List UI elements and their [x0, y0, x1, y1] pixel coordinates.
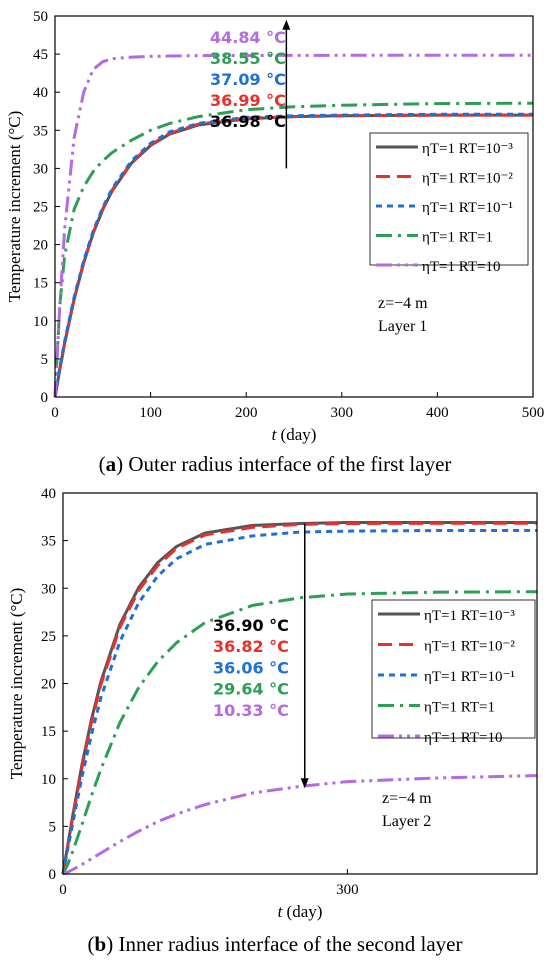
y-tick-label: 30: [33, 161, 48, 177]
legend-label-5: ηT=1 RT=10: [424, 730, 502, 746]
y-tick-label: 20: [33, 238, 48, 254]
final-value-label-4: 38.55 °C: [210, 49, 286, 68]
y-tick-label: 25: [33, 200, 48, 216]
legend-box: [371, 599, 536, 739]
y-tick-label: 30: [41, 581, 56, 597]
legend-label-3: ηT=1 RT=10⁻¹: [424, 669, 515, 685]
y-tick-label: 35: [41, 534, 56, 550]
y-axis-title: Temperature increment (°C): [5, 111, 24, 303]
y-tick-label: 15: [41, 724, 56, 740]
y-tick-label: 5: [49, 819, 57, 835]
y-tick-label: 45: [33, 47, 48, 63]
y-axis-title: Temperature increment (°C): [7, 588, 26, 780]
y-tick-label: 20: [41, 677, 56, 693]
series-line-5: [62, 774, 538, 876]
series-line-4: [53, 101, 534, 398]
legend: ηT=1 RT=10⁻³ ηT=1 RT=10⁻² ηT=1 RT=10⁻¹ ηT=1…: [369, 132, 529, 275]
final-value-label-2: 36.82 °C: [213, 637, 289, 656]
series-line-3: [61, 529, 537, 875]
y-tick-label: 10: [41, 772, 56, 788]
annotation-layer: Layer 1: [378, 318, 427, 335]
series-line-4: [61, 590, 538, 875]
x-axis-title: t (day): [278, 902, 323, 921]
y-tick-label: 0: [41, 390, 49, 406]
x-tick-label: 300: [331, 405, 354, 421]
x-tick-label: 0: [59, 882, 67, 898]
y-tick-label: 50: [33, 9, 48, 25]
final-value-label-3: 36.06 °C: [213, 658, 289, 677]
legend: ηT=1 RT=10⁻³ ηT=1 RT=10⁻² ηT=1 RT=10⁻¹ ηT=1…: [371, 599, 536, 746]
x-axis-unit: (day): [282, 902, 322, 921]
legend-label-4: ηT=1 RT=1: [424, 700, 495, 716]
x-tick-label: 500: [522, 405, 545, 421]
legend-label-2: ηT=1 RT=10⁻²: [424, 639, 515, 655]
x-tick-label: 100: [139, 405, 162, 421]
x-tick-label: 0: [51, 405, 59, 421]
final-value-label-1: 36.98 °C: [210, 112, 286, 131]
series-line-5: [53, 53, 533, 398]
y-tick-label: 25: [41, 629, 56, 645]
final-value-label-5: 44.84 °C: [210, 28, 286, 47]
x-axis-title: t (day): [272, 425, 317, 444]
legend-label-3: ηT=1 RT=10⁻¹: [422, 200, 513, 216]
trend-arrow-head: [300, 778, 309, 789]
legend-box: [369, 132, 529, 266]
chart-panel-b: 0 5 10 15 20 25 30 35 40 0 300 t (day) Temperature i…: [7, 486, 538, 921]
legend-label-1: ηT=1 RT=10⁻³: [422, 141, 513, 157]
final-value-label-1: 36.90 °C: [213, 616, 289, 635]
legend-label-2: ηT=1 RT=10⁻²: [422, 171, 513, 187]
final-value-label-5: 10.33 °C: [213, 701, 289, 720]
y-tick-label: 40: [33, 85, 48, 101]
series-line-3: [53, 112, 533, 398]
annotation-layer: Layer 2: [382, 813, 431, 830]
x-axis-unit: (day): [276, 425, 316, 444]
legend-label-1: ηT=1 RT=10⁻³: [424, 608, 515, 624]
x-axis-var: t: [278, 902, 284, 921]
final-value-label-3: 37.09 °C: [210, 70, 286, 89]
x-tick-label: 200: [235, 405, 258, 421]
caption-b: (b) Inner radius interface of the second…: [87, 932, 463, 956]
annotation-depth: z=−4 m: [382, 790, 432, 807]
y-tick-label: 40: [41, 486, 56, 502]
final-value-label-4: 29.64 °C: [213, 680, 289, 699]
x-tick-label: 400: [426, 405, 449, 421]
y-tick-label: 35: [33, 123, 48, 139]
trend-arrow-head: [282, 19, 291, 30]
annotation-depth: z=−4 m: [378, 295, 428, 312]
y-tick-label: 0: [49, 867, 57, 883]
final-value-label-2: 36.99 °C: [210, 91, 286, 110]
x-tick-label: 300: [336, 882, 359, 898]
y-tick-label: 5: [41, 352, 49, 368]
legend-label-5: ηT=1 RT=10: [422, 259, 500, 275]
series-line-2: [53, 113, 533, 398]
y-tick-label: 10: [33, 314, 48, 330]
y-tick-label: 15: [33, 276, 48, 292]
legend-label-4: ηT=1 RT=1: [422, 230, 493, 246]
caption-a: (a) Outer radius interface of the first …: [98, 452, 452, 476]
x-axis-var: t: [272, 425, 278, 444]
